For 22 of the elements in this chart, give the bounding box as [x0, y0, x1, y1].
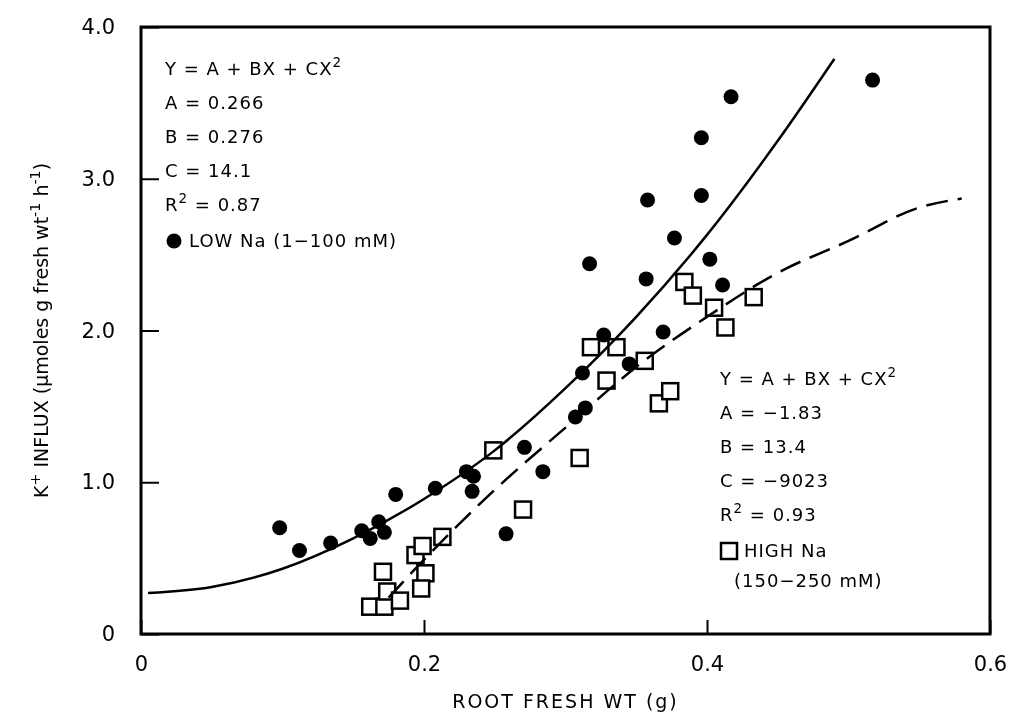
- y-tick-label: 3.0: [81, 166, 115, 191]
- x-tick-label: 0.6: [973, 651, 1008, 676]
- annotation: A = 0.266: [165, 92, 265, 113]
- y-tick-label: 0: [101, 622, 115, 647]
- annotation: R$^{2}$ = 0.93: [720, 500, 817, 525]
- x-axis-title: ROOT FRESH WT (g): [452, 690, 679, 712]
- annotation: B = 13.4: [720, 436, 807, 457]
- legend-label: HIGH Na (150−250 mM): [734, 540, 883, 591]
- legend-label: LOW Na (1−100 mM): [189, 230, 398, 251]
- annotation: R$^{2}$ = 0.87: [165, 190, 262, 215]
- annotation: C = 14.1: [165, 160, 253, 181]
- annotation: Y = A + BX + CX$^{2}$: [164, 54, 343, 79]
- annotation: A = −1.83: [720, 402, 823, 423]
- x-tick-label: 0.4: [690, 651, 725, 676]
- y-tick-label: 2.0: [81, 318, 115, 343]
- x-tick-label: 0: [134, 651, 149, 676]
- annotation: C = −9023: [720, 470, 829, 491]
- y-tick-label: 1.0: [81, 470, 115, 495]
- annotation: B = 0.276: [165, 126, 265, 147]
- x-tick-label: 0.2: [407, 651, 442, 676]
- annotation: Y = A + BX + CX$^{2}$: [719, 364, 898, 389]
- y-tick-label: 4.0: [81, 15, 115, 40]
